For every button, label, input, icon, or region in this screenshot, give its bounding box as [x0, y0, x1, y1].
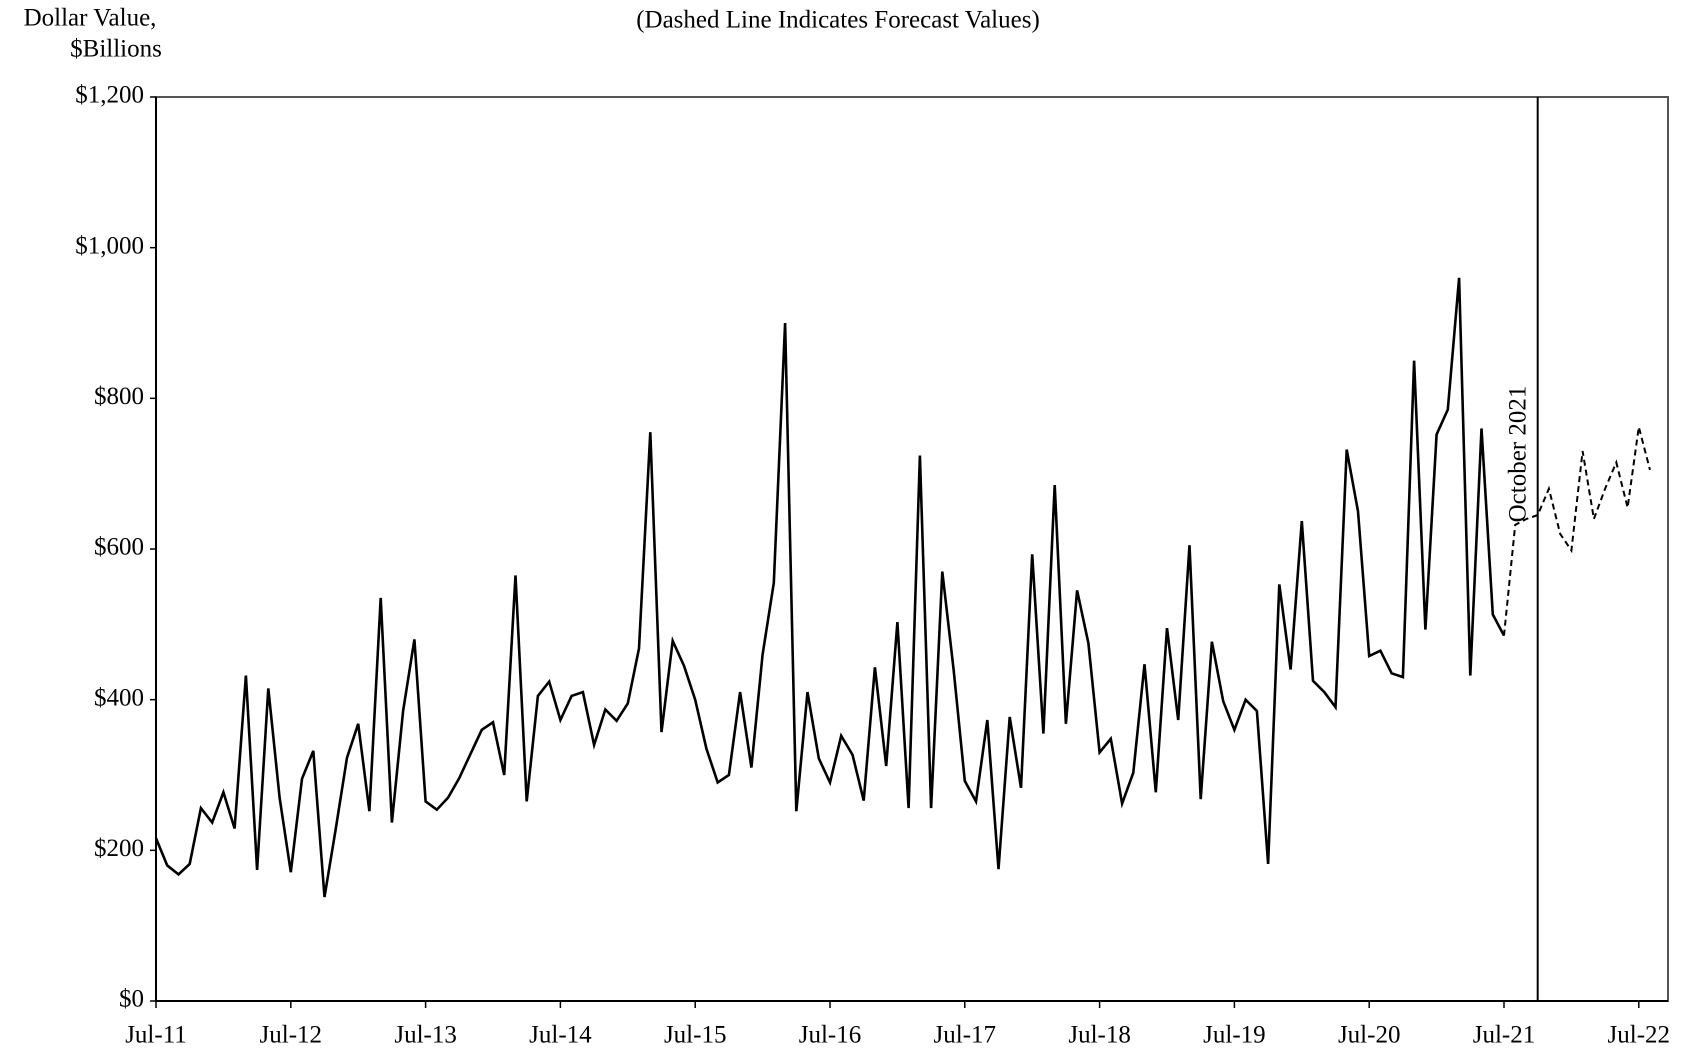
- chart-subtitle: (Dashed Line Indicates Forecast Values): [636, 7, 1040, 34]
- x-tick-label: Jul-22: [1608, 1022, 1671, 1049]
- y-tick-label: $800: [94, 383, 144, 410]
- x-tick-label: Jul-13: [394, 1022, 457, 1049]
- annotation-text: October 2021: [1504, 386, 1531, 523]
- x-tick-label: Jul-16: [799, 1022, 862, 1049]
- x-tick-label: Jul-21: [1473, 1022, 1536, 1049]
- x-tick-label: Jul-17: [934, 1022, 997, 1049]
- x-tick-label: Jul-12: [260, 1022, 323, 1049]
- x-tick-label: Jul-18: [1068, 1022, 1131, 1049]
- y-tick-label: $200: [94, 835, 144, 862]
- x-tick-label: Jul-14: [529, 1022, 592, 1049]
- x-tick-label: Jul-15: [664, 1022, 727, 1049]
- x-tick-label: Jul-11: [125, 1022, 187, 1049]
- x-tick-label: Jul-20: [1338, 1022, 1401, 1049]
- series-line: [154, 277, 1506, 898]
- plot-frame: [155, 96, 1669, 1002]
- y-tick-label: $0: [119, 986, 144, 1013]
- y-axis-label: Dollar Value,: [24, 5, 157, 32]
- x-tick-label: Jul-19: [1203, 1022, 1266, 1049]
- y-tick-label: $400: [94, 684, 144, 711]
- y-tick-label: $1,000: [75, 232, 144, 259]
- y-tick-label: $1,200: [75, 82, 144, 109]
- series-line: [1503, 426, 1651, 636]
- y-tick-label: $600: [94, 534, 144, 561]
- y-axis-label: $Billions: [70, 36, 162, 63]
